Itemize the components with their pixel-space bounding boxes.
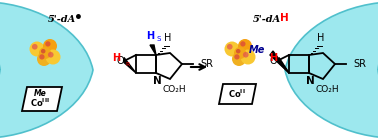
Text: Co$^{\mathbf{II}}$: Co$^{\mathbf{II}}$ (228, 88, 246, 100)
Text: R: R (125, 62, 129, 67)
Text: •: • (74, 11, 82, 25)
Text: SR: SR (200, 59, 213, 69)
Circle shape (243, 52, 249, 58)
Circle shape (45, 49, 60, 64)
Polygon shape (219, 84, 256, 104)
Text: O: O (269, 56, 277, 66)
Text: CO₂H: CO₂H (162, 85, 186, 94)
Circle shape (225, 42, 240, 56)
Circle shape (45, 41, 51, 47)
Circle shape (41, 49, 45, 54)
Circle shape (238, 39, 252, 53)
Circle shape (39, 47, 51, 59)
Text: H: H (317, 33, 325, 43)
Circle shape (43, 39, 57, 53)
Text: O: O (116, 56, 124, 66)
Circle shape (240, 41, 246, 47)
Polygon shape (22, 87, 62, 111)
Circle shape (232, 52, 246, 66)
Text: H: H (112, 53, 120, 63)
Text: H: H (146, 31, 154, 41)
Polygon shape (270, 51, 289, 73)
Circle shape (29, 42, 45, 56)
Text: H: H (280, 13, 288, 23)
Text: H: H (164, 33, 172, 43)
Polygon shape (124, 58, 136, 73)
Circle shape (234, 47, 246, 59)
Text: Me: Me (249, 45, 265, 55)
Text: SR: SR (353, 59, 366, 69)
Text: H: H (269, 53, 277, 63)
Text: N: N (306, 76, 314, 86)
Text: 5'-dA: 5'-dA (48, 14, 76, 23)
Text: Co$^{\mathbf{III}}$: Co$^{\mathbf{III}}$ (30, 97, 50, 109)
Circle shape (234, 54, 240, 59)
PathPatch shape (0, 2, 93, 138)
Circle shape (37, 52, 51, 66)
Circle shape (240, 49, 256, 64)
Circle shape (48, 52, 54, 58)
PathPatch shape (285, 2, 378, 138)
Text: 5'-dA: 5'-dA (253, 14, 281, 23)
Circle shape (236, 49, 240, 54)
Polygon shape (279, 58, 289, 73)
Circle shape (227, 44, 232, 50)
Circle shape (39, 54, 45, 59)
Polygon shape (150, 45, 156, 55)
Text: N: N (153, 76, 161, 86)
Text: CO₂H: CO₂H (315, 85, 339, 94)
Text: Me: Me (34, 89, 46, 97)
Circle shape (32, 44, 37, 50)
Text: S: S (156, 36, 160, 42)
